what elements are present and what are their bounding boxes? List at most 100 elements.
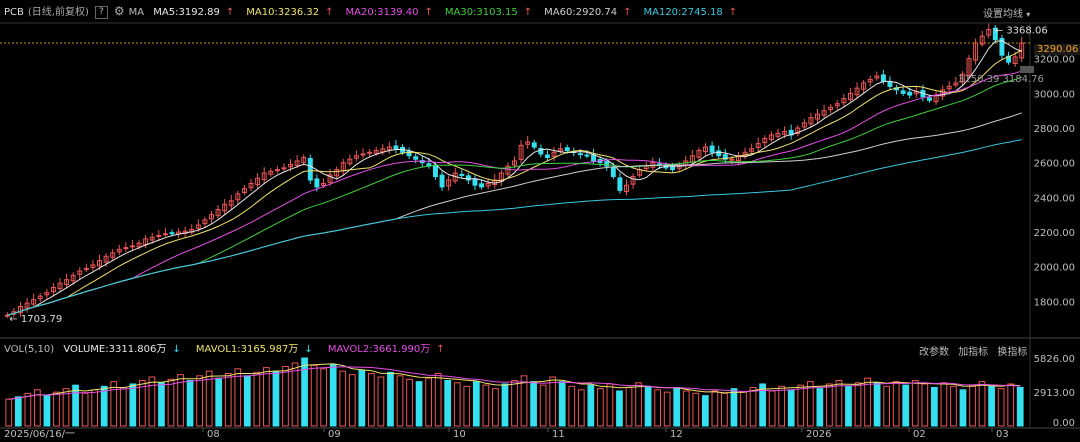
current-price-tag: 3290.06: [1034, 44, 1080, 55]
candle-body: [907, 91, 913, 96]
volume-bar: [520, 375, 528, 427]
candle-body: [301, 156, 307, 163]
volume-bar: [997, 388, 1005, 427]
mavol2-value: MAVOL2:3661.990万 ↑: [328, 344, 451, 355]
ma120-line: [7, 139, 1022, 316]
ma-item-text: MA120:2745.18: [643, 7, 723, 18]
candle-body: [564, 147, 570, 152]
candle-body: [729, 158, 735, 161]
candle-body: [57, 282, 63, 290]
candle-body: [577, 153, 583, 156]
candle-body: [274, 169, 280, 172]
volume-bar: [826, 383, 833, 427]
volume-bar: [921, 383, 929, 427]
volume-bar: [959, 389, 967, 427]
volume-bar: [930, 386, 938, 427]
candle-body: [360, 153, 366, 156]
volume-bar: [692, 392, 700, 427]
volume-bar: [358, 369, 366, 427]
volume-bar: [864, 377, 871, 427]
candle-body: [327, 174, 333, 183]
ma-label: MA: [128, 7, 145, 18]
ma-settings-button[interactable]: 设置均线 ▾: [983, 5, 1030, 20]
ma-legend: PCB (日线,前复权)? ⚙ MA MA5:3192.89 ↑ MA10:3236.32…: [4, 0, 755, 22]
price-tick-label: 3000.00: [1034, 89, 1075, 100]
candle-body: [505, 165, 511, 175]
volume-bar: [1016, 386, 1024, 427]
volume-bar: [940, 382, 948, 427]
add-indicator-button[interactable]: 加指标: [958, 347, 989, 358]
candle-body: [241, 188, 247, 193]
candle-body: [986, 29, 992, 36]
mavol1-value: MAVOL1:3165.987万 ↓: [196, 344, 319, 355]
candle-body: [4, 314, 10, 317]
volume-bar: [511, 379, 518, 427]
volume-bar: [243, 375, 251, 427]
volume-bar: [549, 376, 557, 427]
volume-bar: [5, 398, 13, 427]
volume-bar: [396, 375, 404, 427]
volume-bar: [119, 386, 127, 427]
volume-bar: [988, 385, 995, 427]
mode-label[interactable]: (日线,前复权): [27, 7, 89, 18]
candle-body: [630, 176, 636, 185]
x-axis-label: 09: [328, 429, 341, 440]
help-icon[interactable]: ?: [94, 5, 108, 19]
candle-body: [735, 155, 741, 162]
candle-body: [472, 178, 478, 186]
switch-indicator-button[interactable]: 换指标: [997, 347, 1028, 358]
candle-body: [880, 74, 886, 82]
candle-body: [604, 161, 610, 167]
volume-bar: [673, 386, 681, 427]
candle-body: [294, 160, 300, 166]
volume-bar: [892, 381, 900, 427]
volume-bar: [644, 385, 652, 427]
gear-icon[interactable]: ⚙: [113, 4, 125, 18]
candle-body: [17, 306, 23, 314]
candle-body: [992, 27, 998, 41]
candle-body: [281, 167, 287, 170]
volume-bar: [492, 388, 499, 427]
high-price-label: ← 3368.06: [995, 26, 1048, 37]
volume-bar: [263, 367, 270, 427]
candle-body: [149, 236, 155, 241]
candle-body: [235, 193, 241, 201]
volume-bar: [234, 368, 242, 427]
volume-bar: [749, 386, 757, 427]
candle-body: [670, 166, 676, 171]
candle-body: [83, 267, 89, 271]
symbol-label: PCB: [4, 7, 24, 18]
volume-bar: [740, 391, 747, 427]
volume-bar: [24, 392, 32, 427]
candle-body: [195, 224, 201, 229]
candle-body: [288, 163, 294, 168]
change-params-button[interactable]: 改参数: [919, 347, 949, 358]
ma-item-1: MA10:3236.32 ↑: [246, 7, 339, 18]
volume-text: VOLUME:3311.806万: [63, 344, 167, 355]
price-tick-label: 2200.00: [1034, 228, 1075, 239]
candle-body: [373, 150, 379, 154]
volume-bar: [377, 376, 385, 427]
volume-value: VOLUME:3311.806万 ↓: [63, 344, 186, 355]
volume-bar: [730, 388, 738, 427]
price-axis-handle[interactable]: [1020, 66, 1034, 73]
up-arrow-icon: ↑: [424, 7, 433, 18]
candle-body: [432, 164, 438, 178]
price-tick-label: 2600.00: [1034, 159, 1075, 170]
candle-body: [202, 219, 208, 225]
volume-bar: [501, 383, 509, 427]
candle-body: [248, 182, 254, 189]
candle-body: [584, 154, 590, 157]
x-axis-start-label: 2025/06/16/一: [4, 429, 76, 440]
candle-body: [782, 130, 788, 135]
candle-body: [927, 97, 932, 101]
x-axis-label: 11: [552, 429, 565, 440]
volume-bar: [453, 382, 461, 427]
candle-body: [228, 200, 234, 206]
candle-body: [847, 92, 853, 101]
candle-body: [808, 117, 814, 125]
volume-bar: [129, 383, 137, 427]
candle-body: [525, 141, 531, 145]
volume-bar: [845, 385, 852, 427]
